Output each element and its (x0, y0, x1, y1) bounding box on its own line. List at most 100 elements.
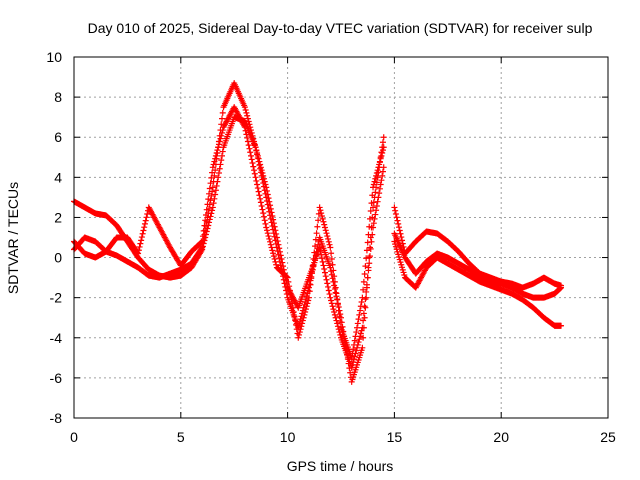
data-point (317, 248, 324, 255)
data-point (333, 317, 340, 324)
plot-frame (73, 56, 609, 419)
x-tick-label: 5 (177, 429, 185, 445)
data-point (282, 283, 289, 290)
data-point (209, 207, 216, 214)
data-point (331, 278, 338, 285)
data-point (360, 286, 367, 293)
data-point (328, 250, 335, 257)
data-point (363, 247, 370, 254)
data-point (256, 192, 263, 199)
data-point (136, 243, 143, 250)
data-point (245, 118, 252, 125)
data-point (313, 230, 320, 237)
data-point (305, 297, 312, 304)
data-point (296, 329, 303, 336)
data-point (303, 303, 310, 310)
data-point (324, 280, 331, 287)
data-point (269, 247, 276, 254)
data-point (360, 334, 367, 341)
data-point (261, 187, 268, 194)
data-point (254, 185, 261, 192)
data-point (350, 341, 357, 348)
data-point (213, 149, 220, 156)
data-point (292, 321, 299, 328)
data-point (326, 291, 333, 298)
data-point (352, 333, 359, 340)
data-point (380, 134, 387, 141)
data-point (210, 161, 217, 168)
data-point (260, 183, 267, 190)
data-point (263, 194, 270, 201)
data-point (306, 281, 313, 288)
data-point (373, 170, 380, 177)
data-point (318, 213, 325, 220)
data-point (270, 253, 277, 260)
data-point (344, 355, 351, 362)
data-point (359, 294, 366, 301)
data-point (360, 324, 367, 331)
data-point (212, 155, 219, 162)
data-point (379, 147, 386, 154)
data-point (312, 236, 319, 243)
data-point (198, 239, 205, 246)
data-point (251, 138, 258, 145)
data-point (215, 141, 222, 148)
data-point (253, 177, 260, 184)
data-point (216, 165, 223, 172)
data-point (246, 145, 253, 152)
data-point (350, 346, 357, 353)
y-axis-label: SDTVAR / TECUs (5, 182, 21, 294)
axes: 0 5 10 15 20 25 -8 -6 -4 -2 0 2 4 6 8 10 (46, 49, 616, 445)
data-point (328, 300, 335, 307)
data-point (376, 161, 383, 168)
y-tick-label: -8 (50, 410, 63, 426)
data-point (329, 303, 336, 310)
data-point (247, 124, 254, 131)
data-point (364, 239, 371, 246)
data-point (308, 275, 315, 282)
data-point (257, 195, 264, 202)
data-point (201, 222, 208, 229)
data-point (204, 201, 211, 208)
data-point (244, 138, 251, 145)
data-point (318, 210, 325, 217)
chart-title: Day 010 of 2025, Sidereal Day-to-day VTE… (88, 20, 593, 36)
data-point (299, 320, 306, 327)
data-point (322, 273, 329, 280)
data-point (143, 214, 150, 221)
data-point (366, 244, 373, 251)
data-point (268, 219, 275, 226)
data-point (200, 227, 207, 234)
data-point (275, 251, 282, 258)
data-point (333, 290, 340, 297)
grid-lines (74, 57, 608, 418)
data-point (212, 187, 219, 194)
x-tick-label: 0 (70, 429, 78, 445)
data-point (357, 307, 364, 314)
data-point (209, 184, 216, 191)
data-point (216, 138, 223, 145)
data-point (243, 109, 250, 116)
data-point (367, 245, 374, 252)
data-point (368, 238, 375, 245)
data-point (392, 207, 399, 214)
data-point (264, 201, 271, 208)
data-point (260, 213, 267, 220)
data-point (321, 224, 328, 231)
data-point (377, 155, 384, 162)
data-point (366, 254, 373, 261)
data-point (242, 107, 249, 114)
data-point (257, 169, 264, 176)
data-point (302, 308, 309, 315)
data-point (281, 280, 288, 287)
data-point (370, 204, 377, 211)
data-point (265, 205, 272, 212)
data-point (219, 109, 226, 116)
data-point (379, 168, 386, 175)
data-point (218, 132, 225, 139)
data-point (248, 129, 255, 136)
data-point (283, 291, 290, 298)
data-point (354, 344, 361, 351)
data-point (262, 220, 269, 227)
